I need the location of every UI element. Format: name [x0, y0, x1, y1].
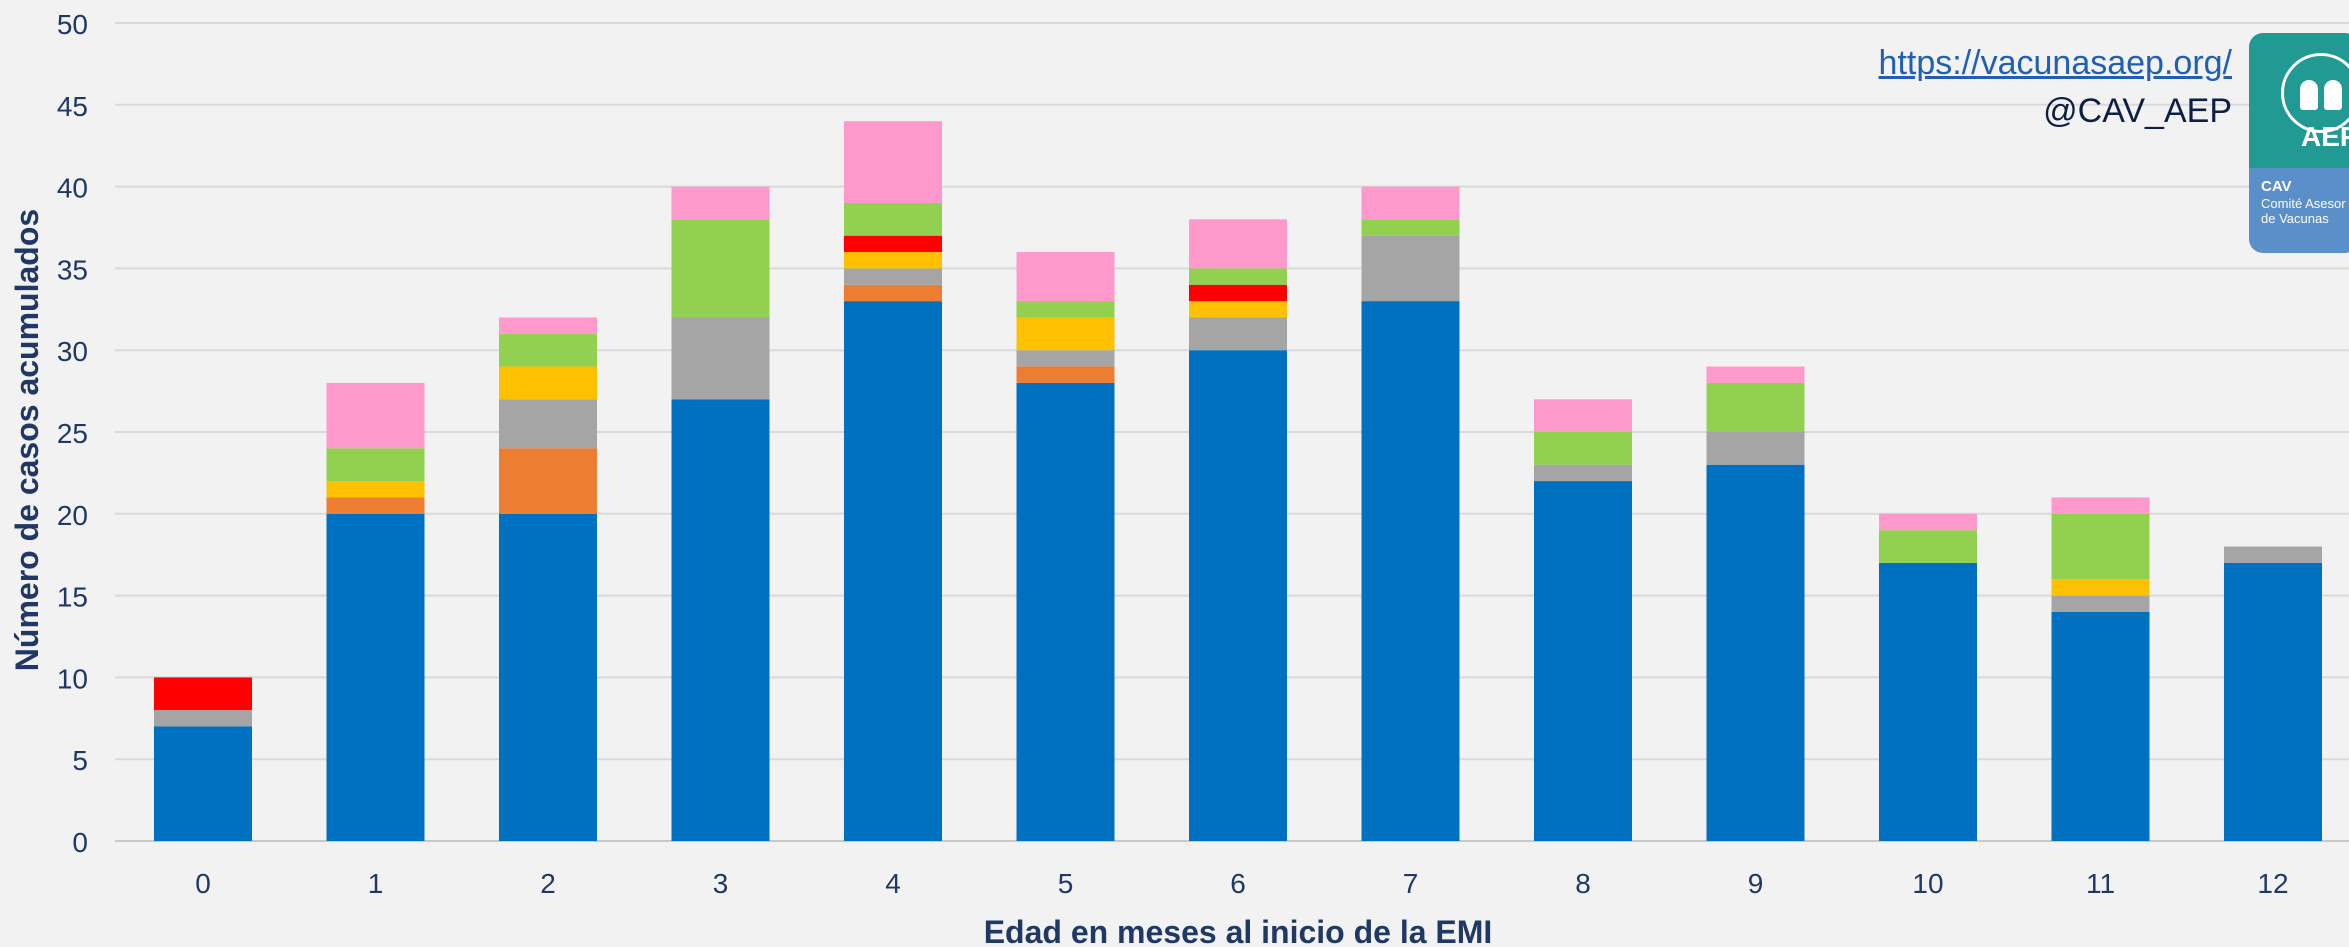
bar-segment [1189, 219, 1287, 269]
bar-segment [326, 513, 425, 841]
bar-segment [499, 333, 597, 367]
bar-segment [671, 317, 770, 400]
bar-segment [1706, 432, 1805, 465]
x-tick-label: 4 [885, 868, 901, 899]
y-tick-label: 5 [72, 745, 88, 776]
bar-segment [671, 219, 770, 318]
x-tick-label: 3 [713, 868, 729, 899]
bar-segment [1879, 562, 1977, 841]
bar-segment [326, 481, 425, 498]
bar-segment [1016, 350, 1115, 367]
x-tick-label: 1 [368, 868, 384, 899]
bar-segment [844, 252, 942, 269]
bar-segment [2051, 595, 2150, 612]
bar-segment [2051, 497, 2150, 514]
bar-segment [1534, 481, 1632, 841]
bar-segment [1361, 301, 1460, 841]
x-tick-label: 12 [2257, 868, 2288, 899]
bar-segment [499, 366, 597, 400]
bar-segment [326, 448, 425, 482]
source-handle: @CAV_AEP [2043, 92, 2232, 130]
bar-segment [326, 382, 425, 449]
x-tick-label: 2 [540, 868, 556, 899]
x-tick-label: 11 [2086, 868, 2115, 899]
bars [154, 121, 2322, 841]
y-tick-label: 40 [57, 173, 88, 204]
y-tick-label: 20 [57, 500, 88, 531]
aep-logo: AEP CAV Comité Asesor de Vacunas [2249, 33, 2349, 253]
x-tick-label: 6 [1230, 868, 1246, 899]
bar-segment [1534, 432, 1632, 465]
logo-emblem-icon [2281, 53, 2349, 133]
bar-segment [844, 202, 942, 236]
bar-segment [1706, 464, 1805, 841]
bar-segment [154, 677, 252, 711]
y-tick-labels: 0 5 10 15 20 25 30 35 40 45 50 [57, 9, 88, 858]
bar-segment [1016, 317, 1115, 351]
bar-segment [844, 121, 942, 203]
bar-segment [1534, 464, 1632, 482]
bar-segment [2051, 579, 2150, 596]
bar-segment [1189, 350, 1287, 841]
x-tick-label: 5 [1058, 868, 1074, 899]
x-tick-label: 0 [195, 868, 211, 899]
bar-segment [1706, 382, 1805, 432]
bar-segment [2224, 562, 2322, 841]
bar-segment [326, 497, 425, 514]
x-axis-label: Edad en meses al inicio de la EMI [984, 914, 1493, 947]
bar-segment [1016, 366, 1115, 383]
logo-top-panel: AEP [2249, 33, 2349, 168]
bar-segment [1189, 301, 1287, 318]
bar-segment [844, 301, 942, 841]
x-tick-label: 9 [1748, 868, 1764, 899]
bar-segment [1189, 268, 1287, 285]
bar-segment [2224, 546, 2322, 563]
x-tick-label: 8 [1575, 868, 1591, 899]
x-tick-labels: 0 1 2 3 4 5 6 7 8 9 10 11 12 [195, 868, 2288, 899]
y-tick-label: 0 [72, 827, 88, 858]
bar-segment [1706, 366, 1805, 383]
logo-subtitle: Comité Asesor de Vacunas [2261, 196, 2346, 226]
y-tick-label: 15 [57, 582, 88, 613]
bar-segment [1016, 301, 1115, 318]
bar-segment [1361, 219, 1460, 236]
bar-segment [154, 726, 252, 841]
y-tick-label: 50 [57, 9, 88, 40]
y-tick-label: 30 [57, 336, 88, 367]
logo-bottom-panel: CAV Comité Asesor de Vacunas [2249, 168, 2349, 253]
bar-segment [1879, 513, 1977, 531]
bar-segment [1879, 530, 1977, 563]
source-link[interactable]: https://vacunasaep.org/ [1878, 44, 2232, 82]
bar-segment [1534, 399, 1632, 432]
bar-segment [1189, 284, 1287, 302]
bar-segment [499, 399, 597, 449]
bar-segment [1361, 186, 1460, 220]
bar-segment [671, 399, 770, 841]
bar-segment [154, 710, 252, 727]
y-axis-label: Número de casos acumulados [9, 209, 45, 671]
bar-segment [2051, 513, 2150, 580]
logo-brand: AEP [2301, 121, 2349, 152]
bar-segment [844, 235, 942, 253]
x-tick-label: 7 [1403, 868, 1419, 899]
bar-segment [2051, 611, 2150, 841]
x-tick-label: 10 [1912, 868, 1943, 899]
bar-segment [1016, 252, 1115, 302]
bar-segment [671, 186, 770, 220]
bar-segment [499, 513, 597, 841]
y-tick-label: 25 [57, 418, 88, 449]
bar-segment [1189, 317, 1287, 351]
bar-segment [1361, 235, 1460, 302]
logo-org: CAV [2261, 178, 2292, 195]
bar-segment [499, 317, 597, 334]
bar-segment [499, 448, 597, 514]
y-tick-label: 45 [57, 91, 88, 122]
y-tick-label: 10 [57, 663, 88, 694]
bar-segment [844, 284, 942, 302]
bar-segment [844, 268, 942, 285]
bar-segment [1016, 382, 1115, 841]
y-tick-label: 35 [57, 254, 88, 285]
